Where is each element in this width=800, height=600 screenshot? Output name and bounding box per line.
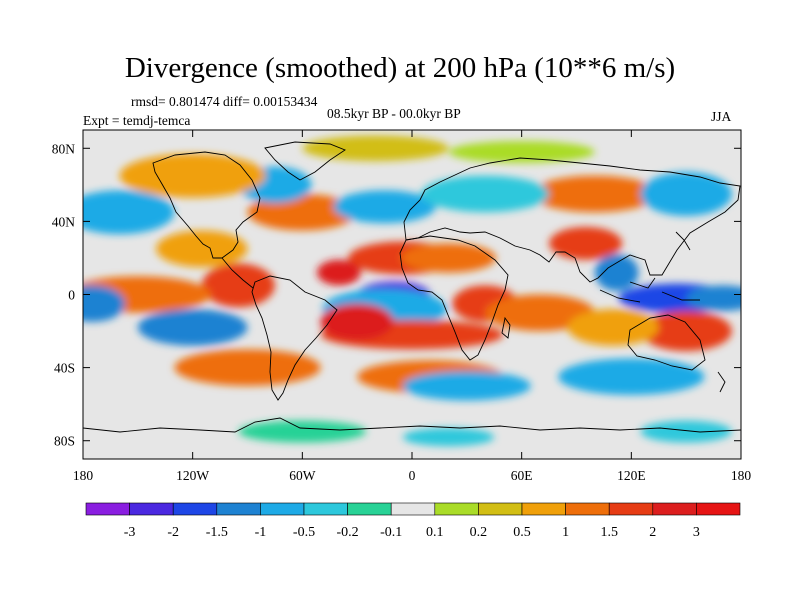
field-region — [594, 254, 639, 291]
colorbar-label: -0.1 — [380, 525, 402, 540]
colorbar-label: 3 — [693, 525, 700, 540]
field-region — [686, 285, 741, 311]
field-region — [302, 135, 449, 162]
field-region — [549, 226, 623, 260]
x-tick-label: 0 — [409, 468, 416, 483]
coast-madagascar — [501, 316, 511, 339]
field-region — [485, 294, 595, 332]
coast-new-zealand — [717, 371, 726, 393]
y-tick-label: 80S — [54, 434, 75, 449]
field-region — [316, 259, 361, 286]
y-tick-label: 40S — [54, 361, 75, 376]
coast-australia — [627, 314, 706, 371]
coast-indonesia — [599, 277, 700, 303]
coast-antarctica — [83, 417, 741, 433]
x-tick-label: 120W — [176, 468, 209, 483]
coast-greenland — [264, 141, 346, 181]
period-line: 08.5kyr BP - 00.0kyr BP — [327, 106, 461, 121]
colorbar-swatch — [129, 502, 174, 516]
colorbar-label: 0.1 — [426, 525, 444, 540]
colorbar-label: -3 — [124, 525, 136, 540]
colorbar-label: -0.5 — [293, 525, 315, 540]
coast-europe-asia — [403, 157, 741, 283]
y-tick-label: 80N — [52, 141, 76, 156]
field-region — [421, 175, 550, 213]
colorbar-label: 1.5 — [600, 525, 618, 540]
field-region — [83, 285, 126, 322]
colorbar-swatch — [260, 502, 305, 516]
colorbar: -3 -2 -1.5 -1 -0.5 -0.2 -0.1 0.1 0.2 0.5 1 1.5 2 3 — [85, 502, 741, 540]
field-region — [119, 153, 266, 198]
colorbar-label: -1.5 — [206, 525, 228, 540]
field-region — [530, 175, 659, 213]
y-tick-label: 40N — [52, 214, 76, 229]
colorbar-swatch — [390, 502, 436, 516]
field-region — [402, 427, 495, 447]
colorbar-swatch — [652, 502, 697, 516]
field-region — [320, 303, 394, 341]
map-title: Divergence (smoothed) at 200 hPa (10**6 … — [124, 52, 676, 84]
colorbar-label: -1 — [255, 525, 267, 540]
colorbar-label: 2 — [649, 525, 656, 540]
colorbar-swatch — [347, 502, 392, 516]
x-tick-label: 60E — [511, 468, 533, 483]
x-tick-label: 180 — [731, 468, 752, 483]
colorbar-swatch — [565, 502, 610, 516]
coast-japan — [675, 231, 691, 251]
field-region — [137, 309, 248, 346]
colorbar-swatch — [696, 502, 741, 516]
field-region — [201, 263, 275, 308]
colorbar-swatch — [521, 502, 566, 516]
field-region — [401, 243, 497, 273]
field-region — [333, 190, 436, 224]
field-region — [174, 349, 321, 386]
field-region — [558, 358, 705, 396]
colorbar-label: -0.2 — [337, 525, 359, 540]
field-region — [402, 371, 531, 401]
colorbar-label: 1 — [562, 525, 569, 540]
x-tick-label: 180 — [73, 468, 94, 483]
coast-south-america — [251, 275, 338, 401]
colorbar-swatch — [216, 502, 261, 516]
divergence-field — [83, 135, 741, 447]
colorbar-label: -2 — [167, 525, 179, 540]
field-region — [567, 309, 659, 346]
y-tick-label: 0 — [68, 288, 75, 303]
coast-north-america — [152, 151, 261, 259]
coastlines — [83, 141, 741, 433]
season-label: JJA — [711, 109, 732, 124]
x-tick-label: 60W — [289, 468, 316, 483]
colorbar-label: 0.5 — [513, 525, 531, 540]
field-region — [156, 230, 248, 268]
colorbar-swatch — [608, 502, 654, 516]
colorbar-swatch — [434, 502, 479, 516]
field-region — [448, 140, 595, 163]
colorbar-swatch — [478, 502, 523, 516]
field-region — [83, 190, 175, 235]
colorbar-swatch — [172, 502, 218, 516]
coast-central-america — [221, 257, 254, 289]
experiment-line: Expt = temdj-temca — [83, 113, 191, 128]
coast-africa — [399, 235, 509, 361]
field-region — [247, 193, 358, 231]
map-axes: 180 120W 60W 0 60E 120E 180 80N 40N 0 40S 80S — [52, 130, 752, 483]
colorbar-swatch — [303, 502, 348, 516]
field-region — [640, 420, 732, 443]
colorbar-swatch — [85, 502, 130, 516]
x-tick-label: 120E — [617, 468, 646, 483]
colorbar-label: 0.2 — [470, 525, 488, 540]
stats-line: rmsd= 0.801474 diff= 0.00153434 — [131, 94, 318, 109]
field-region — [640, 310, 732, 352]
field-region — [640, 172, 732, 216]
field-region — [238, 420, 367, 443]
